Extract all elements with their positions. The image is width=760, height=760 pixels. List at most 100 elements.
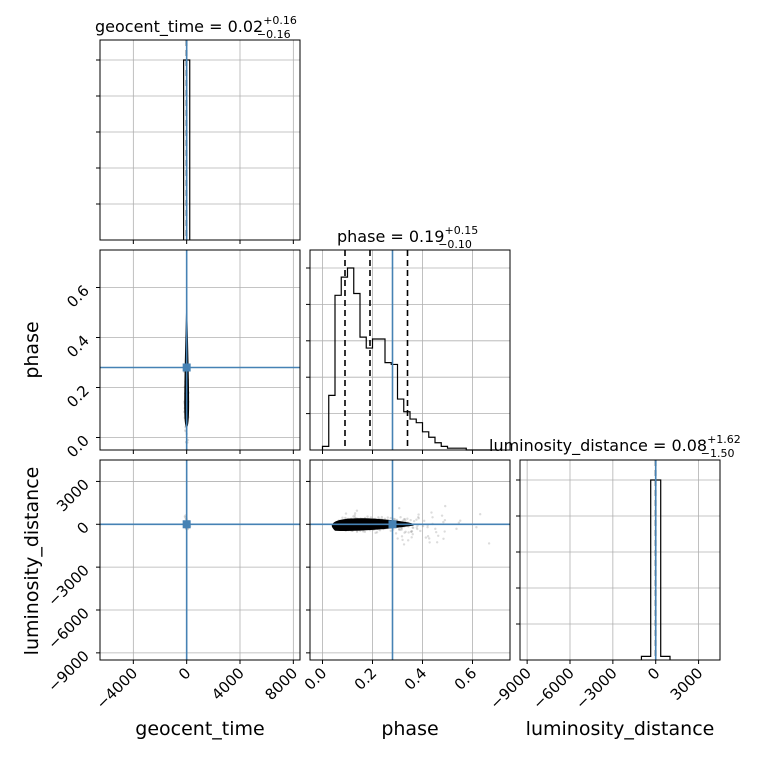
sample-point [378,529,382,532]
sample-point [353,516,357,519]
sample-point [444,504,447,508]
sample-point [443,518,447,522]
sample-point [366,515,369,518]
sample-point [400,526,403,530]
sample-point [415,526,418,529]
sample-point [406,539,410,542]
sample-point [344,512,348,515]
p20-ytick-label-4: 3000 [53,476,93,516]
sample-point [475,526,478,529]
hist-phase [321,267,498,451]
sample-point [434,530,438,534]
sample-point [440,514,444,517]
sample-point [427,537,431,540]
p21-xtick-label-2: 0.4 [401,664,431,694]
sample-point [402,518,406,521]
sample-point [355,509,359,512]
sample-point [380,515,384,519]
sample-point [393,517,396,521]
title-geocent-time: geocent_time = 0.02+0.16 −0.16 [95,14,297,41]
sample-point [353,512,357,515]
sample-point [353,514,356,517]
sample-point [375,531,379,534]
sample-point [389,529,392,533]
sample-point [399,528,402,532]
sample-point [352,515,355,518]
sample-point [401,538,404,542]
frames-layer [99,39,721,661]
sample-point [417,513,420,516]
p20-ytick-label-0: −9000 [44,647,93,696]
sample-point [341,516,344,519]
p21-xtick-label-0: 0.0 [301,664,331,694]
sample-point [369,516,373,519]
sample-point [409,530,413,533]
sample-point [487,542,491,545]
panel-luminosity-distance-hist [519,459,721,661]
p22-xtick-label-4: 3000 [667,664,707,704]
xlabel-luminosity-distance: luminosity_distance [526,718,715,740]
sample-point [343,516,347,520]
sample-point [396,537,399,540]
panel-geocent-time-hist [99,39,301,241]
sample-point [416,527,419,531]
p22-xtick-label-1: −6000 [529,664,578,713]
sample-point [399,515,402,519]
sample-point [411,526,414,529]
sample-point [402,543,406,546]
sample-point [411,526,415,529]
sample-point [478,513,482,516]
sample-point [417,516,420,519]
sample-point [412,520,416,523]
sample-point [457,521,461,524]
p20-ytick-label-2: −3000 [44,561,93,610]
panel-luminosity-distance-vs-phase [309,459,511,661]
sample-point [455,527,458,531]
p22-xtick-label-0: −9000 [486,664,535,713]
sample-point [377,516,380,519]
panel-phase-vs-geocent-time [99,249,301,451]
sample-point [406,517,409,520]
content-layer [100,40,671,660]
p21-xtick-label-1: 0.2 [351,664,381,694]
p20-xtick-label-0: −4000 [93,664,142,713]
title-luminosity-distance: luminosity_distance = 0.08+1.62 −1.50 [489,433,741,460]
ylabel-phase: phase [21,321,43,378]
sample-point [398,507,401,510]
sample-point [422,519,426,523]
sample-point [428,541,431,544]
sample-point [404,530,407,534]
sample-point [397,528,401,531]
sample-point [426,526,429,529]
sample-point [442,537,445,541]
xlabel-phase: phase [381,718,438,740]
truth-marker-p21 [388,520,397,529]
sample-point [410,536,413,539]
sample-point [415,518,418,521]
sample-point [434,527,437,531]
p20-xtick-label-2: 4000 [208,664,248,704]
sample-point [443,530,446,533]
sample-point [410,530,413,533]
sample-point [407,531,410,534]
sample-point [403,517,407,521]
sample-point [426,535,430,538]
sample-point [400,535,404,538]
truth-marker-p20 [182,520,191,529]
sample-point [409,518,412,522]
p10-ytick-label-2: 0.4 [63,332,93,362]
sample-point [431,516,434,519]
sample-point [417,517,420,520]
sample-point [389,516,392,520]
sample-point [394,532,398,535]
p20-xtick-label-3: 8000 [261,664,301,704]
sample-point [363,530,367,534]
p10-ytick-label-3: 0.6 [63,282,93,312]
p22-xtick-label-3: 0 [644,664,663,683]
sample-point [400,528,403,531]
sample-point [355,530,359,534]
panel-phase-hist [309,249,511,451]
sample-point [430,511,433,514]
p10-ytick-label-1: 0.2 [63,382,93,412]
